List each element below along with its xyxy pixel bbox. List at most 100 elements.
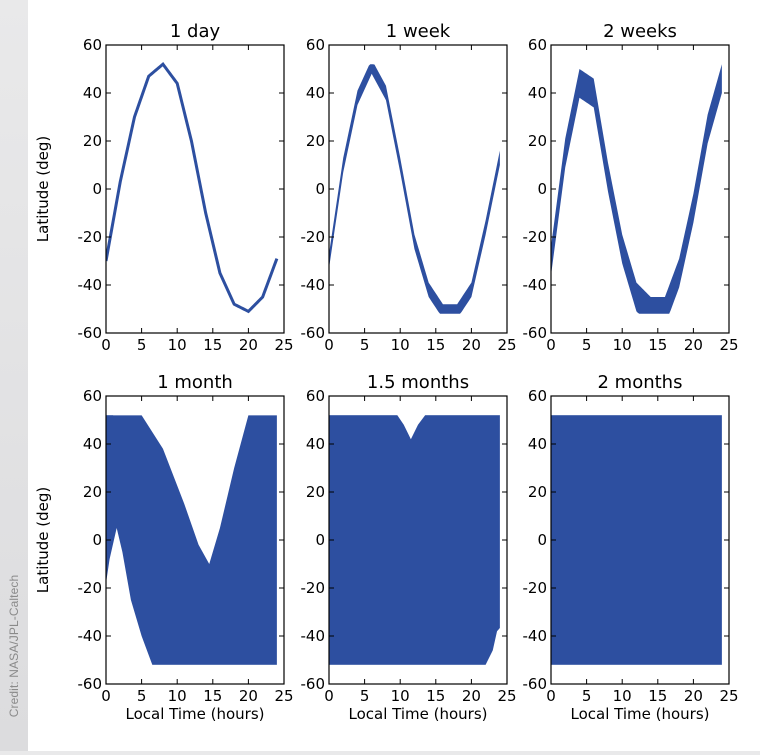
y-tick-label: 40 (83, 84, 102, 102)
y-tick-label: -40 (301, 276, 326, 294)
plot-area (106, 45, 284, 333)
y-tick-label: 20 (306, 483, 325, 501)
x-tick-label: 0 (101, 336, 111, 354)
y-tick-label: -20 (523, 579, 548, 597)
y-tick-label: 0 (537, 531, 547, 549)
y-tick-label: -60 (301, 324, 326, 342)
x-tick-label: 20 (684, 687, 703, 705)
x-tick-label: 5 (137, 687, 147, 705)
x-tick-label: 10 (613, 687, 632, 705)
swath-band (551, 415, 722, 665)
subplot-4: 0 5 10 15 20 25 -60 -40 -20 0 20 40 60 1 month Local T… (34, 372, 294, 723)
figure-panel: 0 5 10 15 20 25 -60 -40 -20 0 20 40 60 1 day Latitude … (28, 0, 760, 751)
x-tick-label: 20 (684, 336, 703, 354)
plot-area (329, 45, 507, 333)
subplot-2: 0 5 10 15 20 25 -60 -40 -20 0 20 40 60 1 week (301, 21, 517, 354)
x-tick-label: 25 (497, 336, 516, 354)
x-tick-label: 25 (719, 687, 738, 705)
uncovered-region (106, 528, 156, 684)
y-tick-label: 60 (83, 36, 102, 54)
x-tick-label: 25 (719, 336, 738, 354)
y-tick-label: 20 (528, 132, 547, 150)
y-tick-label: -20 (301, 579, 326, 597)
subplot-title: 2 months (598, 372, 683, 393)
y-tick-label: -60 (523, 324, 548, 342)
y-tick-label: 20 (83, 483, 102, 501)
y-tick-label: 0 (315, 531, 325, 549)
y-tick-label: 60 (306, 36, 325, 54)
subplot-title: 2 weeks (603, 21, 677, 42)
x-tick-label: 0 (101, 687, 111, 705)
y-tick-label: -60 (301, 675, 326, 693)
x-tick-label: 25 (274, 336, 293, 354)
y-tick-label: 20 (306, 132, 325, 150)
y-tick-label: 60 (528, 387, 547, 405)
y-tick-label: 60 (528, 36, 547, 54)
x-tick-label: 5 (582, 336, 592, 354)
x-tick-label: 5 (360, 336, 370, 354)
y-tick-label: 60 (306, 387, 325, 405)
x-tick-label: 15 (426, 336, 445, 354)
credit-label: Credit: NASA/JPL-Caltech (0, 540, 28, 751)
subplot-title: 1 week (386, 21, 451, 42)
subplot-title: 1 month (157, 372, 233, 393)
x-tick-label: 5 (582, 687, 592, 705)
x-tick-label: 5 (360, 687, 370, 705)
y-tick-label: 0 (537, 180, 547, 198)
x-tick-label: 0 (546, 687, 556, 705)
y-axis-label: Latitude (deg) (34, 136, 52, 242)
credit-text: Credit: NASA/JPL-Caltech (7, 574, 22, 717)
y-tick-label: 0 (92, 180, 102, 198)
y-tick-label: 40 (306, 435, 325, 453)
y-tick-label: 40 (528, 84, 547, 102)
x-tick-label: 10 (168, 687, 187, 705)
y-tick-label: -20 (78, 579, 103, 597)
y-axis-label: Latitude (deg) (34, 487, 52, 593)
y-tick-label: 20 (83, 132, 102, 150)
y-tick-label: 40 (528, 435, 547, 453)
y-tick-label: -40 (523, 627, 548, 645)
x-tick-label: 10 (613, 336, 632, 354)
subplot-5: 0 5 10 15 20 25 -60 -40 -20 0 20 40 60 1.5 months Loca… (301, 372, 517, 723)
x-tick-label: 10 (168, 336, 187, 354)
y-tick-label: -60 (78, 675, 103, 693)
y-tick-label: 60 (83, 387, 102, 405)
x-tick-label: 15 (426, 687, 445, 705)
ground-track-swath (106, 396, 278, 684)
y-tick-label: -40 (523, 276, 548, 294)
x-tick-label: 20 (239, 687, 258, 705)
y-tick-label: -20 (523, 228, 548, 246)
uncovered-region (113, 396, 278, 564)
uncovered-region (397, 396, 426, 440)
y-tick-label: -40 (301, 627, 326, 645)
x-tick-label: 20 (462, 336, 481, 354)
x-tick-label: 10 (391, 336, 410, 354)
y-tick-label: -60 (78, 324, 103, 342)
ground-track-swath (551, 415, 722, 665)
x-axis-label: Local Time (hours) (571, 705, 710, 723)
y-tick-label: -20 (301, 228, 326, 246)
swath-band (329, 415, 500, 665)
y-tick-label: -40 (78, 627, 103, 645)
uncovered-region (485, 626, 502, 684)
y-tick-label: 0 (315, 180, 325, 198)
x-tick-label: 25 (274, 687, 293, 705)
ground-track-swath (329, 396, 502, 684)
x-tick-label: 0 (324, 336, 334, 354)
x-tick-label: 25 (497, 687, 516, 705)
subplot-6: 0 5 10 15 20 25 -60 -40 -20 0 20 40 60 2 months Local … (523, 372, 739, 723)
x-tick-label: 15 (648, 687, 667, 705)
x-axis-label: Local Time (hours) (126, 705, 265, 723)
x-tick-label: 15 (203, 687, 222, 705)
y-tick-label: 0 (92, 531, 102, 549)
x-tick-label: 15 (648, 336, 667, 354)
x-tick-label: 20 (462, 687, 481, 705)
x-tick-label: 0 (324, 687, 334, 705)
subplot-3: 0 5 10 15 20 25 -60 -40 -20 0 20 40 60 2 weeks (523, 21, 739, 354)
x-tick-label: 5 (137, 336, 147, 354)
x-tick-label: 0 (546, 336, 556, 354)
ground-track-swath (106, 62, 279, 314)
y-tick-label: 40 (83, 435, 102, 453)
swath-line (106, 62, 279, 314)
subplot-title: 1.5 months (367, 372, 469, 393)
